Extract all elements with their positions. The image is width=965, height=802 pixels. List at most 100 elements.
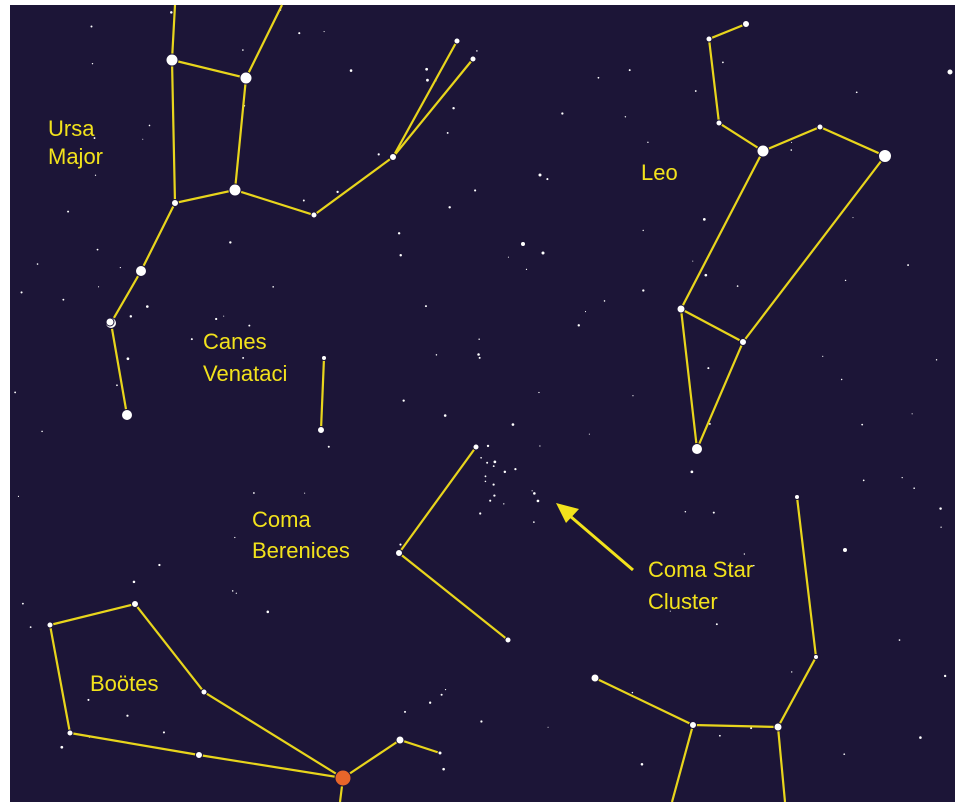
- star: [742, 20, 750, 28]
- faint-star: [790, 149, 793, 151]
- star: [239, 71, 253, 85]
- faint-star: [425, 67, 429, 71]
- faint-star: [753, 564, 755, 567]
- faint-star: [242, 49, 244, 51]
- cluster-star: [493, 460, 497, 464]
- faint-star: [477, 353, 480, 356]
- faint-star: [476, 50, 478, 52]
- faint-star: [669, 610, 671, 612]
- faint-star: [148, 124, 151, 127]
- cluster-star: [492, 483, 495, 486]
- faint-star: [248, 324, 251, 327]
- faint-star: [349, 69, 353, 72]
- cluster-star: [479, 512, 482, 515]
- star: [310, 211, 318, 219]
- star: [105, 317, 115, 327]
- faint-star: [474, 189, 477, 192]
- faint-star: [791, 671, 793, 673]
- star: [228, 183, 242, 197]
- leo-label: Leo: [641, 160, 678, 185]
- star: [756, 144, 770, 158]
- star: [816, 123, 824, 131]
- faint-star: [170, 11, 173, 14]
- faint-star: [943, 674, 947, 678]
- faint-star: [377, 153, 380, 156]
- faint-star: [743, 553, 746, 555]
- faint-star: [29, 626, 32, 629]
- faint-star: [511, 423, 515, 426]
- star: [389, 153, 397, 161]
- star: [46, 621, 54, 629]
- cluster-star: [503, 470, 507, 474]
- faint-star: [642, 289, 645, 292]
- faint-star: [861, 423, 864, 426]
- faint-star: [561, 112, 564, 115]
- star: [689, 721, 697, 729]
- ursa-major-label: Ursa Major: [48, 116, 103, 169]
- faint-star: [478, 356, 481, 359]
- faint-star: [253, 492, 255, 494]
- cluster-star: [492, 465, 495, 468]
- faint-star: [158, 563, 161, 567]
- faint-star: [588, 433, 590, 435]
- faint-star: [939, 507, 942, 510]
- faint-star: [426, 78, 429, 82]
- cluster-star: [484, 475, 487, 478]
- faint-star: [452, 106, 455, 110]
- cluster-star: [539, 445, 541, 447]
- star: [121, 409, 133, 421]
- faint-star: [446, 131, 449, 134]
- coma-star-cluster-label: Coma Star Cluster: [648, 557, 753, 614]
- faint-star: [692, 260, 694, 262]
- cluster-star: [531, 490, 533, 492]
- star: [165, 53, 179, 67]
- faint-star: [235, 592, 237, 594]
- cluster-star: [484, 480, 487, 483]
- star: [469, 55, 477, 63]
- star: [813, 654, 819, 660]
- star: [395, 735, 405, 745]
- faint-star: [116, 384, 118, 387]
- faint-star: [935, 359, 938, 361]
- star: [773, 722, 783, 732]
- faint-star: [712, 511, 715, 514]
- faint-star: [546, 178, 549, 181]
- faint-star: [538, 391, 540, 394]
- faint-star: [17, 495, 20, 497]
- faint-star: [399, 253, 402, 257]
- faint-star: [704, 273, 708, 277]
- faint-star: [20, 291, 23, 294]
- star: [453, 37, 461, 45]
- faint-star: [129, 315, 133, 318]
- faint-star: [435, 354, 438, 356]
- faint-star: [448, 206, 451, 209]
- faint-star: [907, 264, 909, 266]
- faint-star: [940, 526, 942, 528]
- faint-star: [822, 355, 824, 357]
- faint-star: [21, 602, 24, 605]
- faint-star: [234, 536, 236, 539]
- cluster-star: [514, 468, 517, 471]
- faint-star: [480, 720, 483, 723]
- faint-star: [640, 762, 644, 766]
- faint-star: [404, 710, 407, 713]
- bootes-label: Boötes: [90, 671, 159, 696]
- star: [321, 355, 327, 361]
- faint-star: [440, 693, 443, 696]
- faint-star: [718, 734, 721, 737]
- cluster-arrow: [556, 503, 634, 572]
- faint-star: [843, 753, 846, 756]
- faint-star: [272, 286, 274, 288]
- faint-star: [327, 445, 330, 448]
- cluster-star: [533, 492, 536, 495]
- star: [66, 729, 74, 737]
- faint-star: [93, 137, 96, 139]
- faint-star: [862, 479, 865, 482]
- faint-star: [525, 268, 528, 270]
- faint-star: [91, 63, 94, 65]
- star: [437, 750, 443, 756]
- faint-star: [577, 324, 580, 327]
- star: [540, 250, 546, 256]
- faint-star: [855, 91, 858, 94]
